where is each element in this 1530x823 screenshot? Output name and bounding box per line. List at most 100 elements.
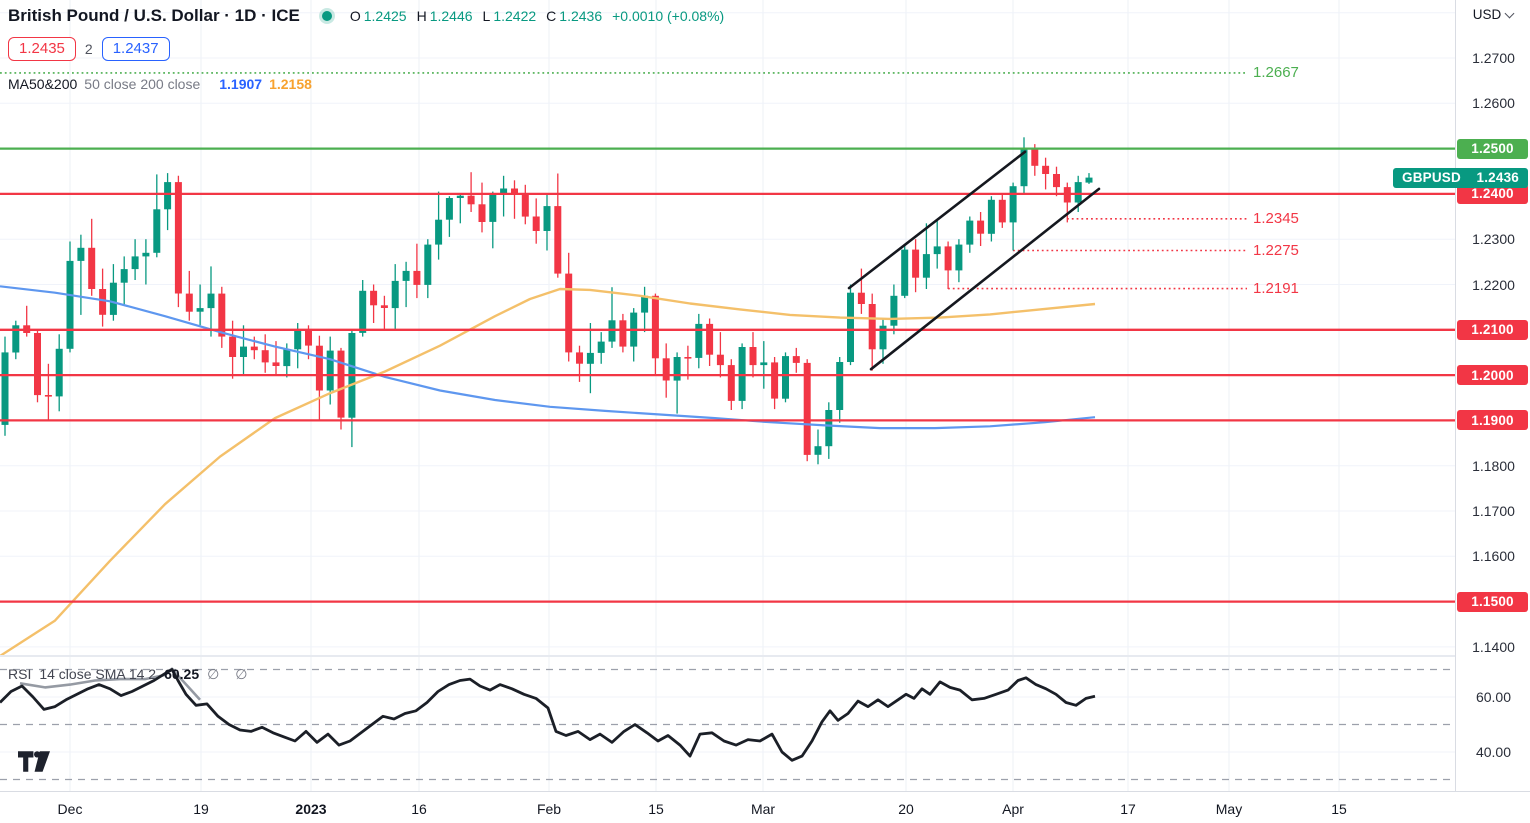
time-axis-tick: 19 [193, 801, 209, 817]
rsi-value: 60.25 [164, 666, 200, 682]
candle-body [1042, 165, 1050, 174]
price-axis-tick: 1.1600 [1472, 548, 1515, 565]
ma-legend[interactable]: MA50&200 50 close 200 close 1.1907 1.215… [8, 76, 312, 92]
candle-body [511, 188, 518, 195]
candle-body [1031, 149, 1039, 166]
price-level-badge[interactable]: 1.2500 [1457, 138, 1528, 159]
candle-body [218, 293, 226, 337]
candle-body [814, 446, 822, 455]
currency-dropdown[interactable]: USD [1456, 7, 1530, 22]
candle-body [977, 220, 985, 234]
candle-body [489, 193, 497, 222]
candle-body [185, 293, 193, 312]
price-level-badge[interactable]: 1.1900 [1457, 410, 1528, 431]
price-and-rsi-chart[interactable] [0, 0, 1455, 791]
candle-body [261, 350, 269, 363]
candle-body [651, 295, 659, 359]
ohlc-values: O 1.2425 H 1.2446 L 1.2422 C 1.2436 +0.0010 … [350, 8, 724, 24]
candle-body [998, 199, 1006, 223]
change-value: +0.0010 (+0.08%) [612, 8, 725, 24]
rsi-empty-values: ∅ ∅ [207, 666, 254, 682]
candle-body [543, 206, 551, 231]
close-label: C [546, 8, 557, 24]
price-level-badge[interactable]: 1.2100 [1457, 319, 1528, 340]
price-level-badge[interactable]: 1.2000 [1457, 365, 1528, 386]
candle-body [283, 349, 291, 367]
ma-legend-name: MA50&200 [8, 76, 78, 92]
last-price-badge[interactable]: GBPUSD 1.2436 [1393, 167, 1528, 188]
market-status-icon[interactable] [321, 11, 332, 21]
candle-body [391, 280, 399, 309]
level-price-label: 1.2667 [1253, 63, 1299, 81]
ma-legend-params: 50 close 200 close [84, 76, 201, 92]
candle-body [836, 362, 844, 410]
candle-body [944, 246, 952, 271]
candle-body [879, 325, 887, 350]
candle-body [34, 333, 41, 396]
candle-body [716, 354, 724, 366]
ma200-value: 1.2158 [269, 76, 312, 92]
candle-body [402, 270, 410, 281]
candle-body [890, 295, 898, 326]
candle-body [326, 350, 334, 391]
candle-body [868, 304, 876, 350]
candle-body [55, 348, 63, 397]
buy-price-button[interactable]: 1.2437 [101, 37, 170, 61]
sell-price-button[interactable]: 1.2435 [8, 37, 76, 61]
candle-body [1085, 177, 1093, 183]
candle-body [1, 352, 9, 425]
pane-divider[interactable] [0, 655, 1455, 657]
candle-body [380, 305, 388, 308]
candle-body [478, 204, 486, 222]
candle-body [99, 289, 107, 315]
rsi-axis-tick: 60.00 [1475, 689, 1512, 705]
price-level-badge[interactable]: 1.2400 [1457, 183, 1528, 204]
candle-body [207, 293, 215, 309]
candle-body [586, 352, 594, 364]
price-axis-tick: 1.1700 [1472, 503, 1515, 519]
candle-body [12, 325, 20, 353]
high-label: H [416, 8, 427, 24]
trade-buttons: 1.2435 2 1.2437 [8, 37, 170, 61]
candle-body [240, 346, 247, 357]
candle-body [445, 198, 453, 220]
candle-body [760, 362, 768, 366]
price-axis-tick: 1.1400 [1472, 638, 1515, 655]
candle-body [706, 323, 714, 355]
open-value: 1.2425 [363, 8, 407, 24]
candle-body [44, 395, 52, 397]
time-axis-tick: Feb [536, 801, 562, 817]
open-label: O [349, 8, 361, 24]
ma-orange-line [0, 287, 1096, 658]
price-axis-tick: 1.2700 [1472, 50, 1515, 66]
candle-body [565, 273, 573, 353]
candle-body [966, 220, 974, 245]
candle-body [305, 330, 312, 346]
time-axis-tick: 20 [898, 801, 914, 817]
candle-body [164, 182, 172, 210]
candle-body [749, 347, 757, 366]
candle-body [1009, 186, 1017, 223]
price-axis-tick: 1.2600 [1472, 95, 1515, 112]
low-label: L [482, 8, 491, 24]
candle-body [673, 357, 681, 381]
symbol-title[interactable]: British Pound / U.S. Dollar · 1D · ICE [8, 6, 300, 25]
candle-body [174, 182, 182, 294]
time-axis-tick: Mar [750, 801, 776, 817]
time-axis-tick: 17 [1120, 801, 1136, 817]
rsi-legend[interactable]: RSI 14 close SMA 14 2 60.25 ∅ ∅ [8, 666, 253, 683]
price-axis-tick: 1.2200 [1472, 276, 1515, 293]
candle-body [315, 345, 323, 391]
price-axis-tick: 1.2300 [1472, 231, 1515, 248]
chevron-down-icon [1505, 8, 1514, 17]
candle-body [424, 244, 432, 285]
candle-body [456, 195, 464, 198]
candle-body [597, 341, 605, 353]
candle-body [272, 362, 280, 366]
time-axis[interactable]: Dec 19 2023 16 Feb 15 Mar 20 Apr 17 May 15 [0, 791, 1530, 823]
level-price-label: 1.2275 [1253, 241, 1299, 259]
price-axis[interactable]: USD 1.2700 1.2600 1.2300 1.2200 1.1800 1.1700… [1455, 0, 1530, 791]
price-level-badge[interactable]: 1.1500 [1457, 591, 1528, 612]
currency-label: USD [1472, 7, 1502, 22]
tradingview-logo-icon[interactable] [18, 751, 50, 777]
